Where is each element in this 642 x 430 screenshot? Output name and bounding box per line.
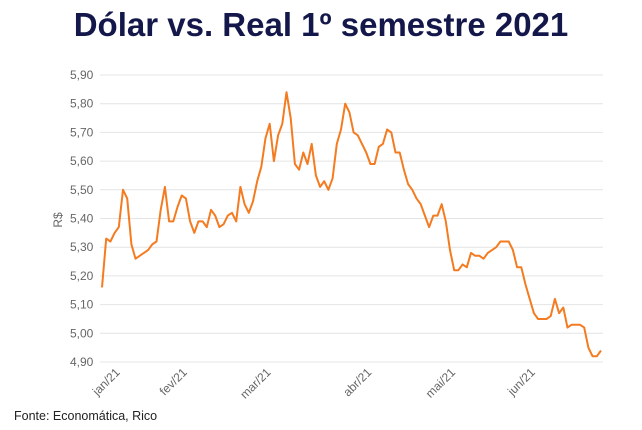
y-tick-label: 5,90 — [70, 68, 94, 82]
y-tick-label: 5,20 — [70, 269, 94, 283]
y-tick-label: 5,00 — [70, 326, 94, 340]
y-axis-label: R$ — [51, 212, 65, 228]
y-tick-label: 5,40 — [70, 212, 94, 226]
x-tick-label: jun/21 — [504, 365, 538, 399]
y-tick-label: 5,50 — [70, 183, 94, 197]
x-tick-label: jan/21 — [89, 365, 123, 399]
x-tick-label: mai/21 — [423, 365, 459, 401]
y-tick-label: 5,70 — [70, 125, 94, 139]
series-line-usd-brl — [101, 91, 602, 358]
y-tick-label: 5,30 — [70, 240, 94, 254]
source-note: Fonte: Economática, Rico — [14, 409, 158, 423]
x-tick-label: fev/21 — [157, 365, 190, 398]
y-tick-label: 4,90 — [70, 355, 94, 369]
chart-title: Dólar vs. Real 1º semestre 2021 — [73, 6, 569, 43]
y-tick-label: 5,10 — [70, 298, 94, 312]
y-tick-label: 5,60 — [70, 154, 94, 168]
x-tick-label: mar/21 — [237, 365, 274, 402]
y-tick-label: 5,80 — [70, 97, 94, 111]
x-tick-label: abr/21 — [340, 365, 374, 399]
